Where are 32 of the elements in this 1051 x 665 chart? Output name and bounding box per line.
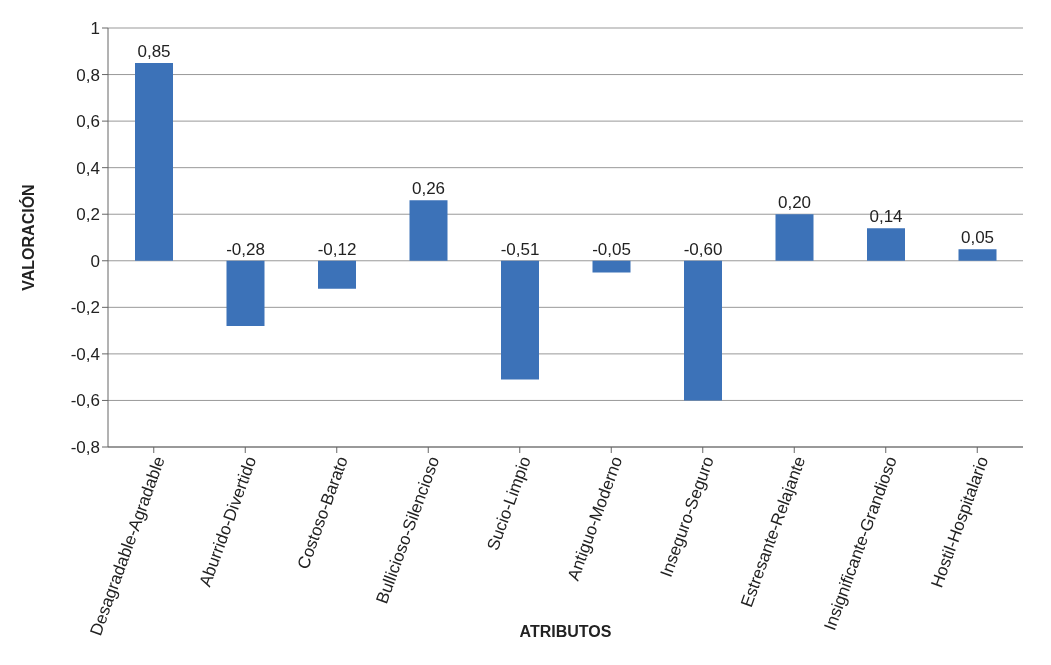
bar bbox=[226, 260, 265, 326]
data-label: 0,85 bbox=[137, 41, 171, 61]
y-tick-label: -0,4 bbox=[70, 344, 100, 364]
data-label: -0,12 bbox=[317, 239, 357, 259]
bar bbox=[684, 260, 722, 401]
y-tick-label: -0,8 bbox=[70, 438, 100, 458]
bar bbox=[958, 249, 997, 261]
y-tick-label: 1 bbox=[90, 19, 100, 39]
data-label: 0,26 bbox=[411, 179, 446, 199]
y-tick-label: 0 bbox=[90, 251, 100, 271]
bar bbox=[592, 260, 631, 273]
y-axis-title: VALORACIÓN bbox=[18, 184, 37, 291]
data-label: -0,05 bbox=[592, 239, 631, 259]
bar bbox=[318, 260, 356, 289]
data-label: -0,60 bbox=[683, 239, 723, 259]
y-tick-label: 0,2 bbox=[76, 205, 100, 225]
data-label: -0,51 bbox=[500, 239, 540, 259]
bar bbox=[135, 62, 173, 261]
bar bbox=[409, 200, 448, 261]
y-tick-label: 0,8 bbox=[76, 65, 100, 85]
data-label: 0,05 bbox=[960, 228, 995, 248]
y-tick-label: 0,4 bbox=[76, 158, 100, 178]
bar bbox=[867, 228, 905, 261]
data-label: 0,20 bbox=[777, 193, 812, 213]
data-label: 0,14 bbox=[869, 207, 903, 227]
y-tick-label: -0,2 bbox=[70, 298, 100, 318]
y-tick-label: 0,6 bbox=[76, 112, 100, 132]
bar bbox=[501, 260, 539, 380]
x-axis-title: ATRIBUTOS bbox=[519, 623, 612, 640]
y-tick-label: -0,6 bbox=[70, 391, 100, 411]
data-label: -0,28 bbox=[226, 239, 265, 259]
bar bbox=[775, 214, 814, 261]
